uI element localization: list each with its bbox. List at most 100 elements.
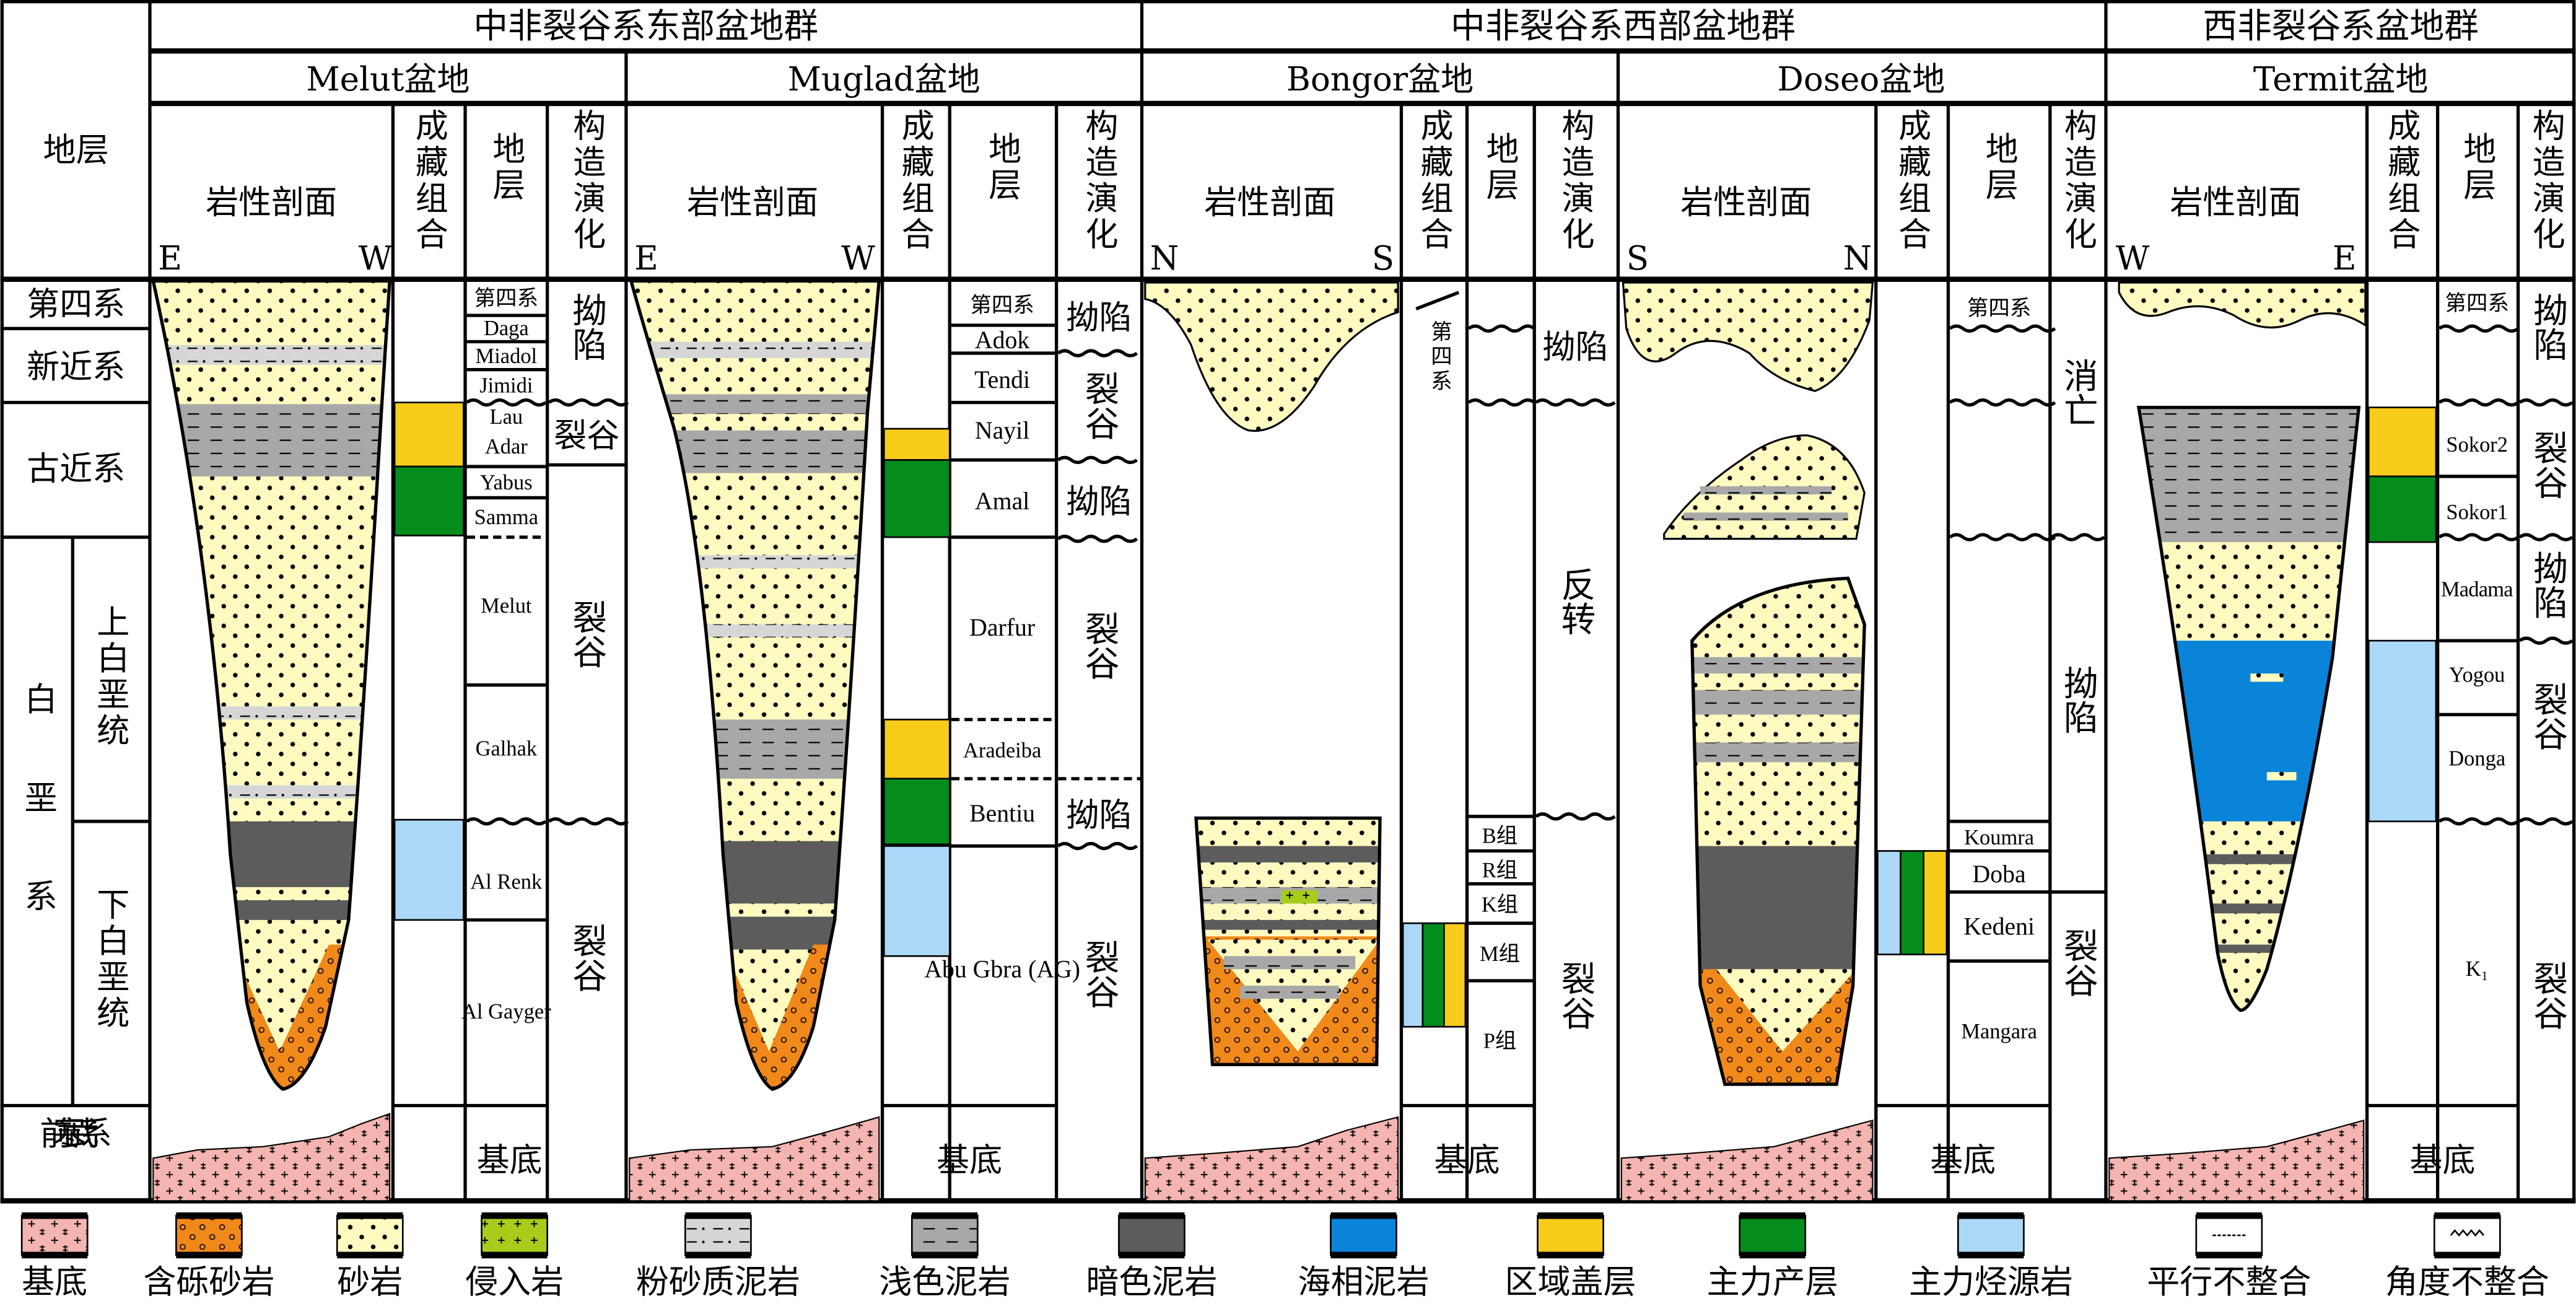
legend-swatch-main-pay-zone xyxy=(1739,1214,1807,1256)
tectonic-label: 裂谷 xyxy=(567,923,607,992)
direction-right: N xyxy=(1843,239,1872,278)
formation-label: Samma xyxy=(474,506,538,529)
legend-swatch-border xyxy=(2196,1212,2262,1219)
tectonic-label: 拗陷 xyxy=(1067,298,1132,336)
legend-label-basement: 基底 xyxy=(22,1263,87,1301)
strata-header: 地层 xyxy=(983,131,1021,204)
tectonic-header: 构造演化 xyxy=(1080,108,1119,253)
group-header-west-central-africa: 中非裂谷系西部盆地群 xyxy=(1451,6,1796,46)
tectonic-header: 构造演化 xyxy=(2527,108,2565,253)
formation-label: Amal xyxy=(975,488,1029,515)
stratum-paleogene: 古近系 xyxy=(27,449,125,488)
termit-reservoir-column xyxy=(2367,406,2437,823)
direction-left: W xyxy=(2116,239,2150,278)
formation-label: Abu Gbra (AG) xyxy=(924,956,1080,983)
legend-swatch-border xyxy=(1537,1251,1604,1259)
legend-label-light-mudstone: 浅色泥岩 xyxy=(879,1263,1010,1301)
tectonic-label: 裂谷 xyxy=(1079,940,1119,1009)
formation-label: K₁ xyxy=(2466,957,2489,981)
tectonic-label: 裂谷 xyxy=(2058,928,2098,997)
formation-label: Sokor2 xyxy=(2446,433,2508,457)
legend-swatch-border xyxy=(912,1251,978,1259)
legend-label-marine-mudstone: 海相泥岩 xyxy=(1298,1263,1429,1301)
basement-label: 基底 xyxy=(1930,1141,1996,1180)
reservoir-header: 成藏组合 xyxy=(410,108,448,253)
formation-label: Aradeiba xyxy=(963,738,1041,762)
stratum-lower-cretaceous: 下白垩统 xyxy=(91,887,129,1032)
formation-label: Kedeni xyxy=(1963,913,2035,940)
muglad-reservoir-column xyxy=(883,427,951,957)
legend-swatch-border xyxy=(1958,1212,2024,1219)
legend-swatch-border xyxy=(2434,1251,2500,1259)
direction-left: S xyxy=(1626,239,1649,278)
tectonic-header: 构造演化 xyxy=(1557,108,1595,253)
legend-swatch-border xyxy=(1330,1251,1397,1259)
formation-label: R组 xyxy=(1482,859,1517,882)
legend-swatch-border xyxy=(1537,1212,1604,1219)
legend-swatch-marine-mudstone xyxy=(1330,1214,1397,1256)
stratum-quaternary: 第四系 xyxy=(27,285,125,323)
formation-label: Madama xyxy=(2441,578,2513,602)
muglad-lithology xyxy=(629,279,881,1091)
formation-label: Nayil xyxy=(975,417,1029,444)
termit-lithology xyxy=(2118,281,2367,1012)
doseo-lithology xyxy=(1622,281,1874,1086)
basin-header-doseo: Doseo盆地 xyxy=(1777,60,1945,99)
formation-label: 第四系 xyxy=(970,294,1034,317)
strata-header: 地层 xyxy=(2458,131,2496,204)
group-header-west-africa: 西非裂谷系盆地群 xyxy=(2203,6,2478,46)
bongor-tectonic-column: 拗陷 反转 裂谷 xyxy=(1535,328,1616,1030)
group-header-east-central-africa: 中非裂谷系东部盆地群 xyxy=(473,6,818,46)
formation-label: P组 xyxy=(1483,1030,1517,1053)
tectonic-label: 拗陷 xyxy=(2528,292,2568,361)
muglad-tectonic-column: 拗陷 裂谷 拗陷 裂谷 拗陷 裂谷 xyxy=(1057,298,1142,1009)
strata-header: 地层 xyxy=(1980,131,2019,204)
legend-swatch-border xyxy=(1739,1251,1805,1259)
legend-swatch-dark-mudstone xyxy=(1118,1214,1185,1256)
doseo-strata-column: 第四系 Koumra Doba Kedeni Mangara xyxy=(1949,297,2056,1043)
direction-left: E xyxy=(158,239,182,278)
tectonic-header: 构造演化 xyxy=(2059,108,2097,253)
formation-label: Yogou xyxy=(2449,663,2505,686)
legend-swatch-border xyxy=(2196,1251,2262,1259)
strata-header: 地层 xyxy=(487,131,525,204)
basin-header-bongor: Bongor盆地 xyxy=(1286,60,1474,99)
bongor-lithology xyxy=(1144,281,1399,1066)
legend-swatch-border xyxy=(481,1251,548,1259)
basement-strips: 基底 基底 基底 基底 基底 xyxy=(152,1103,2518,1202)
legend-swatch-border xyxy=(912,1212,978,1219)
bongor-strata-column: 第四系 B组 R组 K组 M组 P组 xyxy=(1427,320,1535,1053)
tectonic-label: 裂谷 xyxy=(567,600,607,668)
legend-swatch-border xyxy=(685,1212,751,1219)
tectonic-label: 裂谷 xyxy=(1555,961,1596,1030)
legend-label-parallel-unconformity: 平行不整合 xyxy=(2147,1263,2311,1301)
formation-label: 第四系 xyxy=(474,287,538,310)
formation-label: Melut xyxy=(481,594,532,618)
formation-label: Donga xyxy=(2448,747,2505,771)
legend-label-pebbly-sandstone: 含砾砂岩 xyxy=(143,1263,274,1301)
stratum-column: 第四系 新近系 古近系 白垩系 上白垩统 下白垩统 前寒武系 xyxy=(19,285,130,1153)
legend-swatch-border xyxy=(685,1251,751,1259)
legend-swatch-border xyxy=(1119,1212,1185,1219)
tectonic-label: 裂谷 xyxy=(554,416,619,455)
legend-swatch-border xyxy=(1119,1251,1185,1259)
legend-swatch-border xyxy=(1739,1212,1805,1219)
legend-swatch-regional-caprock xyxy=(1537,1214,1604,1256)
termit-tectonic-column: 拗陷 裂谷 拗陷 裂谷 裂谷 xyxy=(2518,292,2574,1030)
melut-tectonic-column: 拗陷 裂谷 裂谷 裂谷 xyxy=(548,292,629,993)
formation-label: M组 xyxy=(1480,942,1520,966)
basin-header-muglad: Muglad盆地 xyxy=(788,60,980,99)
tectonic-label: 裂谷 xyxy=(2528,431,2568,499)
table-grid xyxy=(0,0,2576,1204)
doseo-reservoir-column xyxy=(1877,850,1948,955)
tectonic-label: 裂谷 xyxy=(2528,681,2568,750)
legend-swatch-border xyxy=(337,1212,403,1219)
formation-label: Adok xyxy=(975,326,1029,354)
basin-header-termit: Termit盆地 xyxy=(2253,60,2429,99)
litho-header: 岩性剖面 xyxy=(687,183,818,222)
direction-right: S xyxy=(1372,239,1394,278)
legend-swatch-border xyxy=(481,1212,548,1219)
bongor-reservoir-column xyxy=(1402,291,1467,1028)
formation-label: Mangara xyxy=(1961,1020,2037,1043)
